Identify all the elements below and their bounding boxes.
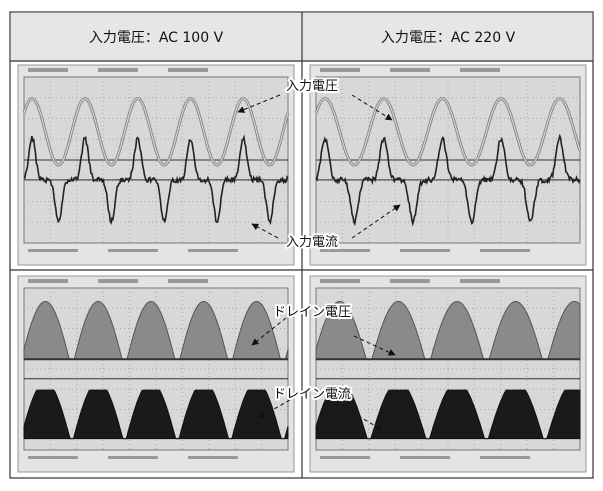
column-header: 入力電圧：AC 220 V	[381, 30, 516, 46]
scope-capture	[18, 276, 294, 472]
scope-capture	[310, 65, 586, 265]
scope-capture	[310, 276, 586, 472]
annotation: ドレイン電流	[273, 387, 351, 402]
scope-capture	[18, 65, 294, 265]
annotation: 入力電圧	[286, 79, 338, 94]
figure: 入力電圧：AC 100 V 入力電圧：AC 220 V 入力電圧 入力電流 ドレ…	[0, 0, 603, 491]
annotation: ドレイン電圧	[273, 305, 351, 320]
annotation: 入力電流	[286, 235, 338, 250]
column-header: 入力電圧：AC 100 V	[89, 30, 224, 46]
